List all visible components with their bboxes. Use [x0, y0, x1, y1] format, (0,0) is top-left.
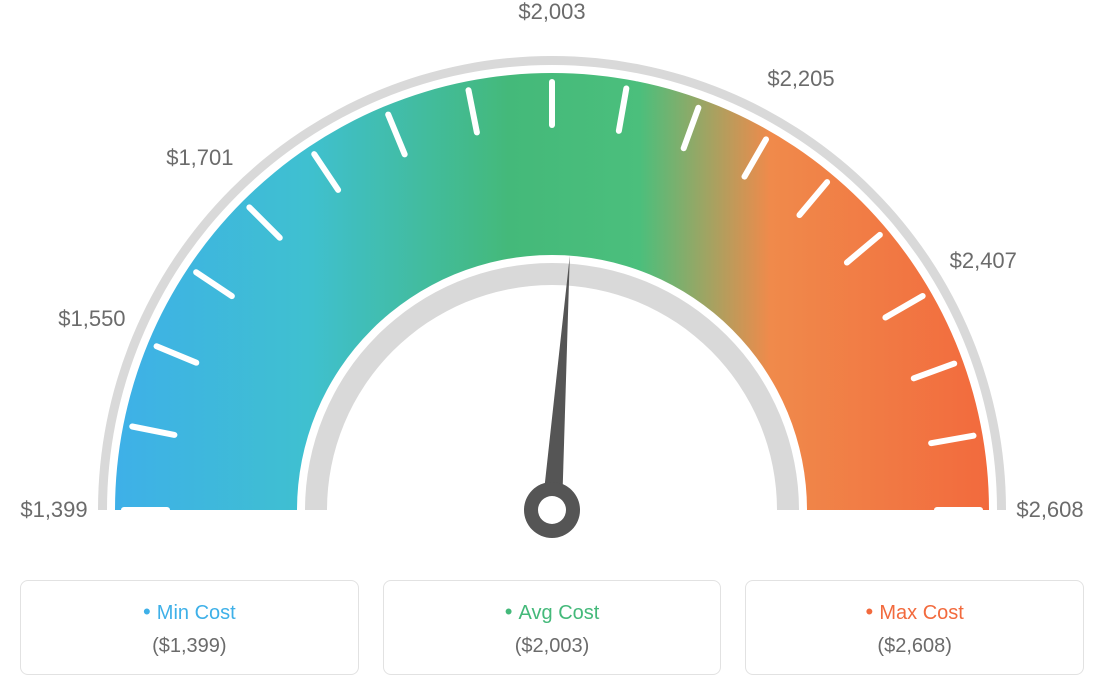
legend-value-max: ($2,608)	[746, 635, 1083, 658]
legend-title-min: Min Cost	[21, 599, 358, 625]
cost-gauge-chart: $1,399$1,550$1,701$2,003$2,205$2,407$2,6…	[20, 20, 1084, 675]
gauge-scale-label: $1,399	[20, 497, 87, 523]
legend-card-avg: Avg Cost ($2,003)	[383, 580, 722, 675]
legend-card-max: Max Cost ($2,608)	[745, 580, 1084, 675]
gauge-scale-label: $2,608	[1016, 497, 1083, 523]
gauge-area: $1,399$1,550$1,701$2,003$2,205$2,407$2,6…	[20, 20, 1084, 550]
legend-value-min: ($1,399)	[21, 635, 358, 658]
legend-title-max: Max Cost	[746, 599, 1083, 625]
legend-value-avg: ($2,003)	[384, 635, 721, 658]
gauge-needle	[542, 256, 570, 511]
gauge-hub-inner	[538, 496, 566, 524]
gauge-scale-label: $1,701	[166, 145, 233, 171]
legend-row: Min Cost ($1,399) Avg Cost ($2,003) Max …	[20, 580, 1084, 675]
legend-title-avg: Avg Cost	[384, 599, 721, 625]
gauge-svg	[20, 20, 1084, 550]
legend-card-min: Min Cost ($1,399)	[20, 580, 359, 675]
gauge-scale-label: $2,205	[767, 66, 834, 92]
gauge-scale-label: $1,550	[58, 306, 125, 332]
gauge-scale-label: $2,407	[950, 248, 1017, 274]
gauge-scale-label: $2,003	[518, 0, 585, 25]
